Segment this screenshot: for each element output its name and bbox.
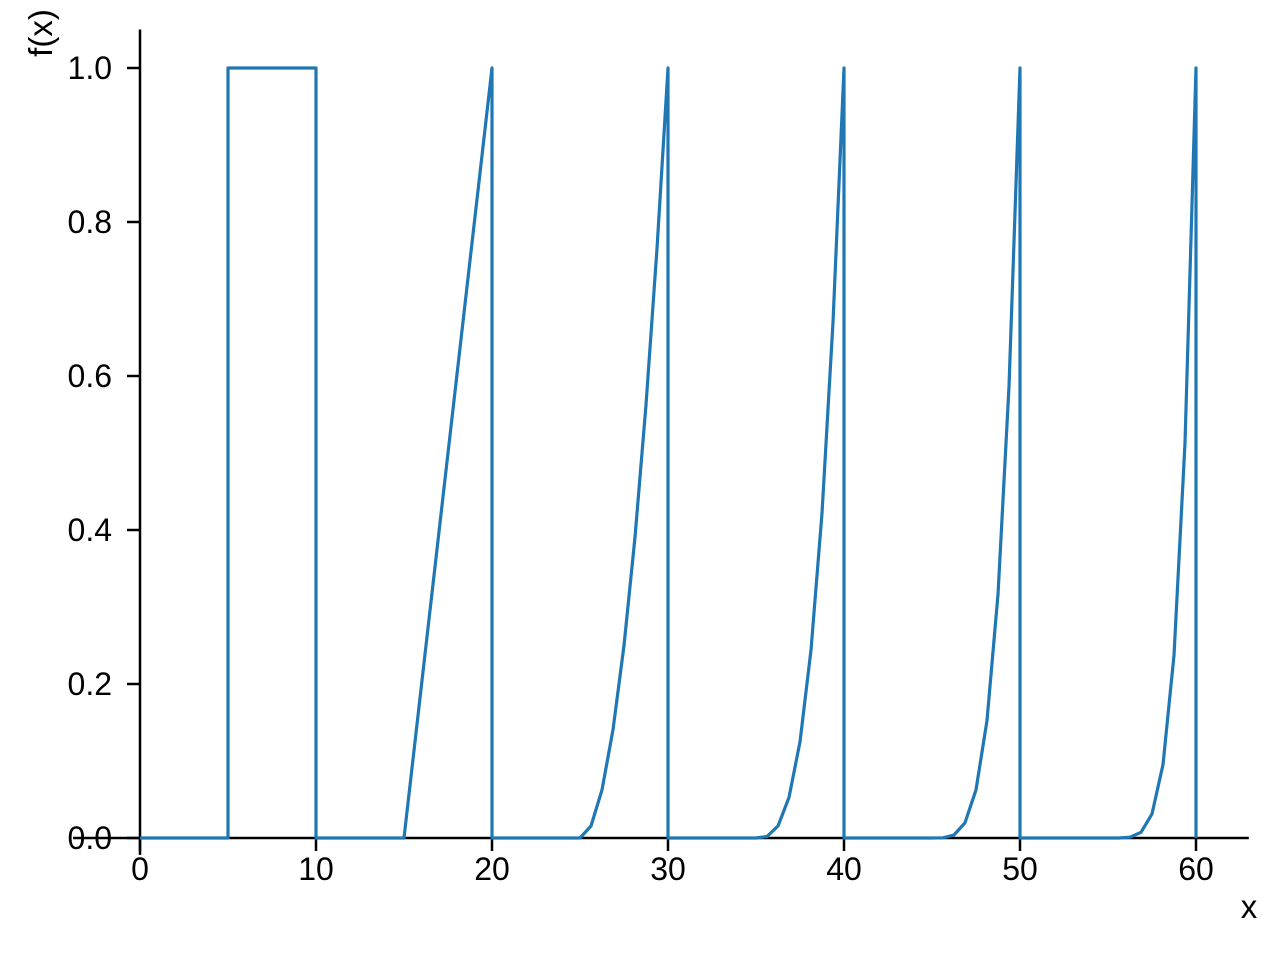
y-tick-label: 1.0	[68, 50, 112, 86]
y-tick-label: 0.6	[68, 358, 112, 394]
series-f-of-x	[140, 66, 1198, 840]
y-tick-label: 0.0	[68, 820, 112, 856]
x-tick-label: 50	[1002, 851, 1038, 887]
x-tick-label: 0	[131, 851, 149, 887]
y-tick-label: 0.8	[68, 204, 112, 240]
x-tick-label: 40	[826, 851, 862, 887]
y-tick-label: 0.2	[68, 666, 112, 702]
axes: 0 10 20 30 40 50 60 0.0 0.2 0.4 0.6 0.8 1.0	[68, 29, 1249, 887]
x-tick-label: 60	[1178, 851, 1214, 887]
x-tick-label: 30	[650, 851, 686, 887]
y-axis-label: f(x)	[22, 9, 59, 57]
y-tick-label: 0.4	[68, 512, 112, 548]
x-tick-label: 10	[298, 851, 334, 887]
data-line	[140, 66, 1198, 840]
x-axis-label: x	[1241, 888, 1258, 925]
x-tick-label: 20	[474, 851, 510, 887]
